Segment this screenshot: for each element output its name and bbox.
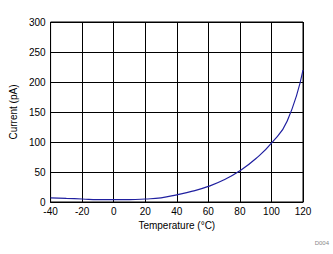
svg-text:50: 50 xyxy=(34,167,46,178)
svg-text:150: 150 xyxy=(29,107,46,118)
svg-text:0: 0 xyxy=(111,206,117,217)
svg-text:250: 250 xyxy=(29,47,46,58)
svg-text:200: 200 xyxy=(29,77,46,88)
svg-text:-20: -20 xyxy=(75,206,90,217)
svg-text:100: 100 xyxy=(263,206,280,217)
svg-text:80: 80 xyxy=(234,206,246,217)
svg-text:Temperature (°C): Temperature (°C) xyxy=(138,220,215,231)
svg-text:-40: -40 xyxy=(43,206,58,217)
svg-text:0: 0 xyxy=(40,196,46,208)
svg-text:Current (pA): Current (pA) xyxy=(8,84,19,139)
svg-text:D004: D004 xyxy=(315,240,330,246)
svg-text:40: 40 xyxy=(171,206,183,217)
svg-text:100: 100 xyxy=(29,137,46,148)
svg-text:300: 300 xyxy=(29,17,46,28)
svg-text:20: 20 xyxy=(140,206,152,217)
svg-text:60: 60 xyxy=(203,206,215,217)
svg-text:120: 120 xyxy=(295,206,312,217)
